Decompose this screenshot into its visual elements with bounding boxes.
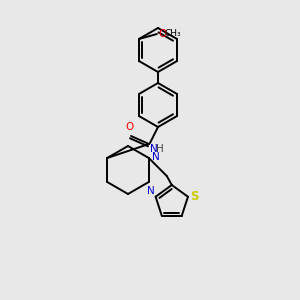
Text: O: O bbox=[158, 29, 166, 39]
Text: N: N bbox=[150, 144, 158, 154]
Text: CH₃: CH₃ bbox=[164, 29, 181, 38]
Text: O: O bbox=[126, 122, 134, 132]
Text: S: S bbox=[190, 190, 199, 203]
Text: N: N bbox=[152, 152, 160, 162]
Text: H: H bbox=[156, 144, 164, 154]
Text: N: N bbox=[147, 186, 154, 196]
